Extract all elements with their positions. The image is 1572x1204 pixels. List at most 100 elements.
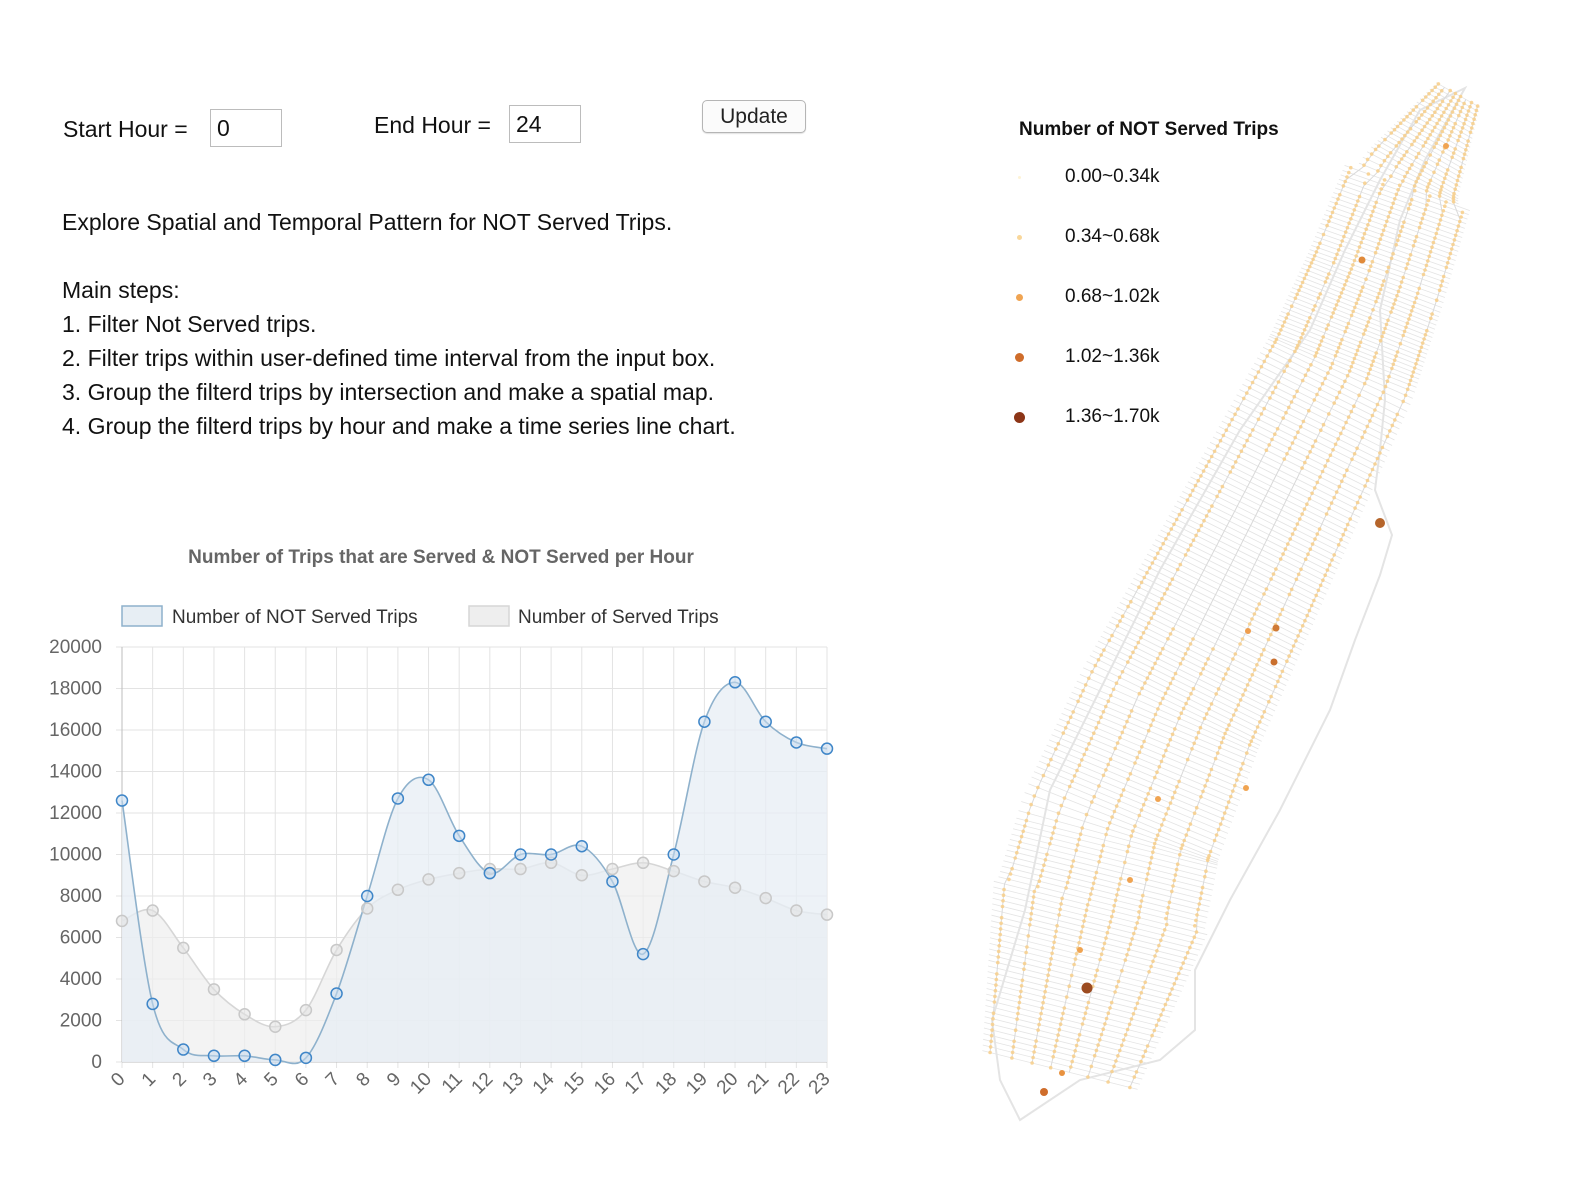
intersection-point[interactable] (1059, 902, 1063, 906)
intersection-point[interactable] (1287, 654, 1291, 658)
intersection-point[interactable] (1028, 923, 1032, 927)
intersection-point[interactable] (1055, 924, 1059, 928)
intersection-point[interactable] (1320, 469, 1325, 474)
intersection-point[interactable] (1437, 288, 1442, 293)
intersection-point[interactable] (1294, 346, 1299, 350)
intersection-point[interactable] (1463, 117, 1468, 122)
intersection-point[interactable] (1353, 506, 1357, 510)
intersection-point[interactable] (1456, 98, 1461, 103)
intersection-point[interactable] (1440, 279, 1445, 283)
intersection-point[interactable] (1354, 301, 1359, 306)
intersection-point[interactable] (1236, 703, 1241, 707)
intersection-point[interactable] (995, 972, 999, 976)
intersection-point[interactable] (1090, 886, 1094, 891)
intersection-point[interactable] (1293, 296, 1298, 300)
intersection-point[interactable] (1258, 720, 1262, 724)
intersection-point[interactable] (1342, 473, 1347, 478)
intersection-point[interactable] (1426, 259, 1430, 263)
intersection-point[interactable] (1154, 1023, 1159, 1028)
intersection-point[interactable] (1384, 322, 1389, 327)
intersection-point[interactable] (1168, 801, 1173, 805)
intersection-point[interactable] (1289, 587, 1294, 592)
intersection-point[interactable] (1453, 187, 1457, 191)
intersection-point[interactable] (1173, 727, 1177, 731)
intersection-point[interactable] (1352, 452, 1357, 456)
data-point-served[interactable] (698, 875, 711, 888)
intersection-point[interactable] (1084, 747, 1089, 751)
intersection-point[interactable] (1357, 293, 1362, 298)
intersection-point[interactable] (1344, 420, 1348, 425)
intersection-point[interactable] (1301, 332, 1305, 336)
intersection-point[interactable] (1385, 379, 1390, 384)
intersection-point[interactable] (1454, 102, 1459, 107)
intersection-point[interactable] (1080, 758, 1084, 762)
intersection-point[interactable] (1100, 849, 1104, 853)
intersection-point[interactable] (1347, 221, 1351, 225)
intersection-point[interactable] (1450, 155, 1454, 160)
intersection-point[interactable] (1405, 150, 1409, 154)
intersection-point[interactable] (1007, 877, 1011, 882)
intersection-point[interactable] (1305, 613, 1309, 618)
intersection-point[interactable] (1132, 931, 1136, 936)
intersection-point[interactable] (1202, 518, 1206, 523)
data-point-not-served[interactable] (238, 1049, 251, 1063)
intersection-point[interactable] (1292, 394, 1297, 399)
intersection-point[interactable] (1142, 739, 1146, 744)
intersection-point[interactable] (1189, 543, 1193, 547)
intersection-point[interactable] (1283, 547, 1288, 551)
intersection-point[interactable] (1101, 1027, 1105, 1031)
intersection-point[interactable] (1326, 458, 1330, 463)
intersection-point[interactable] (1410, 163, 1414, 167)
intersection-point[interactable] (1438, 218, 1443, 222)
intersection-point[interactable] (1411, 304, 1415, 309)
intersection-point[interactable] (1355, 500, 1360, 505)
data-point-not-served[interactable] (299, 1051, 313, 1065)
intersection-point[interactable] (1340, 337, 1344, 342)
intersection-point[interactable] (1458, 169, 1462, 174)
intersection-point[interactable] (1388, 151, 1393, 155)
intersection-point[interactable] (1398, 341, 1403, 346)
intersection-point[interactable] (1125, 953, 1129, 957)
intersection-point[interactable] (1429, 316, 1433, 321)
intersection-point[interactable] (1131, 829, 1135, 833)
intersection-point[interactable] (1302, 507, 1307, 511)
intersection-point[interactable] (1343, 527, 1348, 532)
intersection-point[interactable] (1212, 449, 1217, 454)
intersection-point[interactable] (1360, 435, 1364, 440)
intersection-point[interactable] (1393, 197, 1397, 201)
intersection-point[interactable] (1318, 387, 1322, 391)
intersection-point[interactable] (1409, 309, 1414, 313)
intersection-point[interactable] (1001, 899, 1005, 903)
data-point-served[interactable] (207, 983, 221, 996)
intersection-point[interactable] (1151, 850, 1155, 854)
intersection-point[interactable] (1335, 252, 1339, 257)
intersection-point[interactable] (1359, 289, 1363, 293)
intersection-point[interactable] (1340, 239, 1344, 243)
intersection-point[interactable] (1268, 396, 1272, 400)
intersection-point[interactable] (1365, 424, 1370, 429)
intersection-point[interactable] (1347, 369, 1352, 373)
intersection-point[interactable] (1115, 741, 1120, 745)
intersection-point[interactable] (1361, 285, 1365, 289)
intersection-point[interactable] (1356, 249, 1360, 254)
intersection-point[interactable] (1119, 876, 1123, 881)
intersection-point[interactable] (1118, 735, 1122, 740)
intersection-point[interactable] (1439, 114, 1444, 118)
intersection-point[interactable] (1114, 1059, 1118, 1063)
intersection-point[interactable] (1056, 811, 1061, 815)
intersection-point[interactable] (1326, 323, 1330, 327)
intersection-point[interactable] (1422, 337, 1426, 341)
intersection-point[interactable] (1336, 248, 1341, 252)
intersection-point[interactable] (1109, 693, 1113, 698)
intersection-point[interactable] (1342, 234, 1346, 239)
intersection-point[interactable] (1205, 858, 1210, 862)
intersection-point[interactable] (1286, 542, 1290, 546)
intersection-point[interactable] (1239, 449, 1244, 454)
intersection-point[interactable] (1170, 987, 1174, 991)
intersection-point[interactable] (1349, 217, 1353, 221)
intersection-point[interactable] (1231, 789, 1235, 793)
intersection-point[interactable] (1094, 726, 1098, 730)
intersection-point[interactable] (1362, 231, 1367, 236)
intersection-point[interactable] (1428, 250, 1433, 254)
intersection-point[interactable] (1427, 254, 1431, 259)
